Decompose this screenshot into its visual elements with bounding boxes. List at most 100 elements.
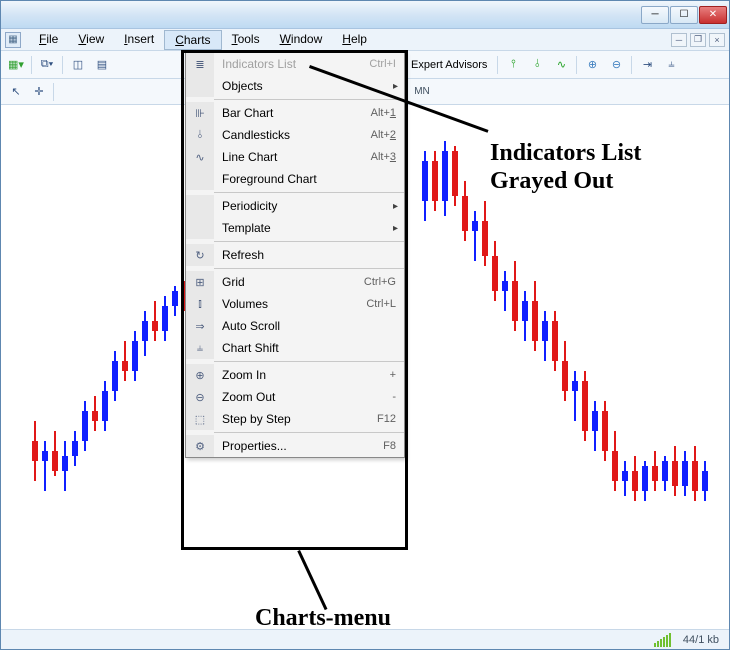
- menu-item-step-by-step[interactable]: ⬚Step by StepF12: [186, 408, 404, 430]
- menu-item-label: Periodicity: [214, 199, 396, 213]
- candlestick-button[interactable]: ⫰: [526, 54, 548, 76]
- maximize-button[interactable]: ☐: [670, 6, 698, 24]
- candlestick: [452, 107, 458, 627]
- expert-advisors-button[interactable]: Expert Advisors: [405, 57, 493, 73]
- candlestick: [112, 107, 118, 627]
- separator: [31, 56, 32, 74]
- menu-item-template[interactable]: Template: [186, 217, 404, 239]
- crosshair-button[interactable]: ✛: [28, 81, 50, 103]
- menu-file[interactable]: File: [29, 30, 68, 50]
- menu-item-indicators-list: ≣Indicators ListCtrl+I: [186, 53, 404, 75]
- separator: [497, 56, 498, 74]
- menu-item-icon: ⇒: [186, 315, 214, 337]
- menu-item-icon: ≣: [186, 53, 214, 75]
- menu-item-icon: ∿: [186, 146, 214, 168]
- menu-item-periodicity[interactable]: Periodicity: [186, 195, 404, 217]
- menu-item-grid[interactable]: ⊞GridCtrl+G: [186, 271, 404, 293]
- menu-item-properties[interactable]: ⚙Properties...F8: [186, 435, 404, 457]
- menu-item-candlesticks[interactable]: ⫰CandlesticksAlt+2: [186, 124, 404, 146]
- candlestick: [692, 107, 698, 627]
- candlestick: [142, 107, 148, 627]
- menu-item-refresh[interactable]: ↻Refresh: [186, 244, 404, 266]
- mdi-close-button[interactable]: ×: [709, 33, 725, 47]
- mdi-restore-button[interactable]: ❐: [690, 33, 706, 47]
- menu-item-label: Volumes: [214, 297, 366, 311]
- zoom-out-button[interactable]: ⊖: [605, 54, 627, 76]
- candlestick: [652, 107, 658, 627]
- menu-item-label: Indicators List: [214, 57, 369, 71]
- menu-tools[interactable]: Tools: [222, 30, 270, 50]
- data-window-button[interactable]: ▤: [91, 54, 113, 76]
- candlestick: [442, 107, 448, 627]
- menu-charts[interactable]: Charts: [164, 30, 221, 50]
- menu-item-icon: [186, 217, 214, 239]
- menu-item-label: Foreground Chart: [214, 172, 396, 186]
- menu-item-line-chart[interactable]: ∿Line ChartAlt+3: [186, 146, 404, 168]
- menu-insert[interactable]: Insert: [114, 30, 164, 50]
- menu-item-auto-scroll[interactable]: ⇒Auto Scroll: [186, 315, 404, 337]
- menu-help[interactable]: Help: [332, 30, 377, 50]
- menu-separator: [214, 192, 404, 193]
- titlebar: ─ ☐ ✕: [1, 1, 729, 29]
- menu-item-icon: ⊕: [186, 364, 214, 386]
- menu-item-zoom-out[interactable]: ⊖Zoom Out-: [186, 386, 404, 408]
- separator: [576, 56, 577, 74]
- line-chart-button[interactable]: ∿: [550, 54, 572, 76]
- connection-status-text: 44/1 kb: [683, 634, 719, 646]
- chart-shift-button[interactable]: ⫨: [660, 54, 682, 76]
- menu-item-chart-shift[interactable]: ⫨Chart Shift: [186, 337, 404, 359]
- candlestick: [32, 107, 38, 627]
- timeframe-mn[interactable]: MN: [409, 83, 435, 101]
- candlestick: [52, 107, 58, 627]
- candlestick: [682, 107, 688, 627]
- new-chart-button[interactable]: ▦▾: [5, 54, 27, 76]
- candlestick: [42, 107, 48, 627]
- mdi-minimize-button[interactable]: ─: [671, 33, 687, 47]
- menu-view[interactable]: View: [68, 30, 114, 50]
- menu-item-icon: [186, 168, 214, 190]
- annotation-text-2: Charts-menu: [255, 605, 391, 633]
- candlestick: [662, 107, 668, 627]
- candlestick: [702, 107, 708, 627]
- menu-item-bar-chart[interactable]: ⊪Bar ChartAlt+1: [186, 102, 404, 124]
- zoom-in-button[interactable]: ⊕: [581, 54, 603, 76]
- menu-item-icon: ⫾: [186, 293, 214, 315]
- connection-signal-icon: [654, 633, 671, 647]
- menu-item-zoom-in[interactable]: ⊕Zoom In+: [186, 364, 404, 386]
- window-controls: ─ ☐ ✕: [640, 6, 727, 24]
- menu-item-shortcut: Ctrl+I: [369, 58, 396, 70]
- candlestick: [672, 107, 678, 627]
- menu-separator: [214, 361, 404, 362]
- menu-separator: [214, 241, 404, 242]
- auto-scroll-button[interactable]: ⇥: [636, 54, 658, 76]
- menu-item-label: Auto Scroll: [214, 319, 396, 333]
- menubar: ▦ FileViewInsertChartsToolsWindowHelp ─ …: [1, 29, 729, 51]
- menu-item-icon: [186, 75, 214, 97]
- app-icon: ▦: [5, 32, 21, 48]
- candlestick: [432, 107, 438, 627]
- menu-item-icon: ↻: [186, 244, 214, 266]
- menu-item-shortcut: -: [392, 391, 396, 403]
- menu-item-volumes[interactable]: ⫾VolumesCtrl+L: [186, 293, 404, 315]
- menu-item-shortcut: F8: [383, 440, 396, 452]
- menu-item-objects[interactable]: Objects: [186, 75, 404, 97]
- menu-item-label: Grid: [214, 275, 364, 289]
- candlestick: [132, 107, 138, 627]
- market-watch-button[interactable]: ◫: [67, 54, 89, 76]
- candlestick: [92, 107, 98, 627]
- bar-chart-button[interactable]: ⫯: [502, 54, 524, 76]
- minimize-button[interactable]: ─: [641, 6, 669, 24]
- menu-item-foreground-chart[interactable]: Foreground Chart: [186, 168, 404, 190]
- annotation-text-1: Indicators List Grayed Out: [490, 140, 641, 195]
- candlestick: [62, 107, 68, 627]
- profiles-button[interactable]: ⧉▾: [36, 54, 58, 76]
- menu-item-shortcut: Ctrl+L: [366, 298, 396, 310]
- menu-item-label: Bar Chart: [214, 106, 371, 120]
- menu-separator: [214, 268, 404, 269]
- menu-item-label: Zoom In: [214, 368, 390, 382]
- separator: [62, 56, 63, 74]
- menu-window[interactable]: Window: [270, 30, 333, 50]
- close-button[interactable]: ✕: [699, 6, 727, 24]
- cursor-button[interactable]: ↖: [5, 81, 27, 103]
- menu-item-icon: ⚙: [186, 435, 214, 457]
